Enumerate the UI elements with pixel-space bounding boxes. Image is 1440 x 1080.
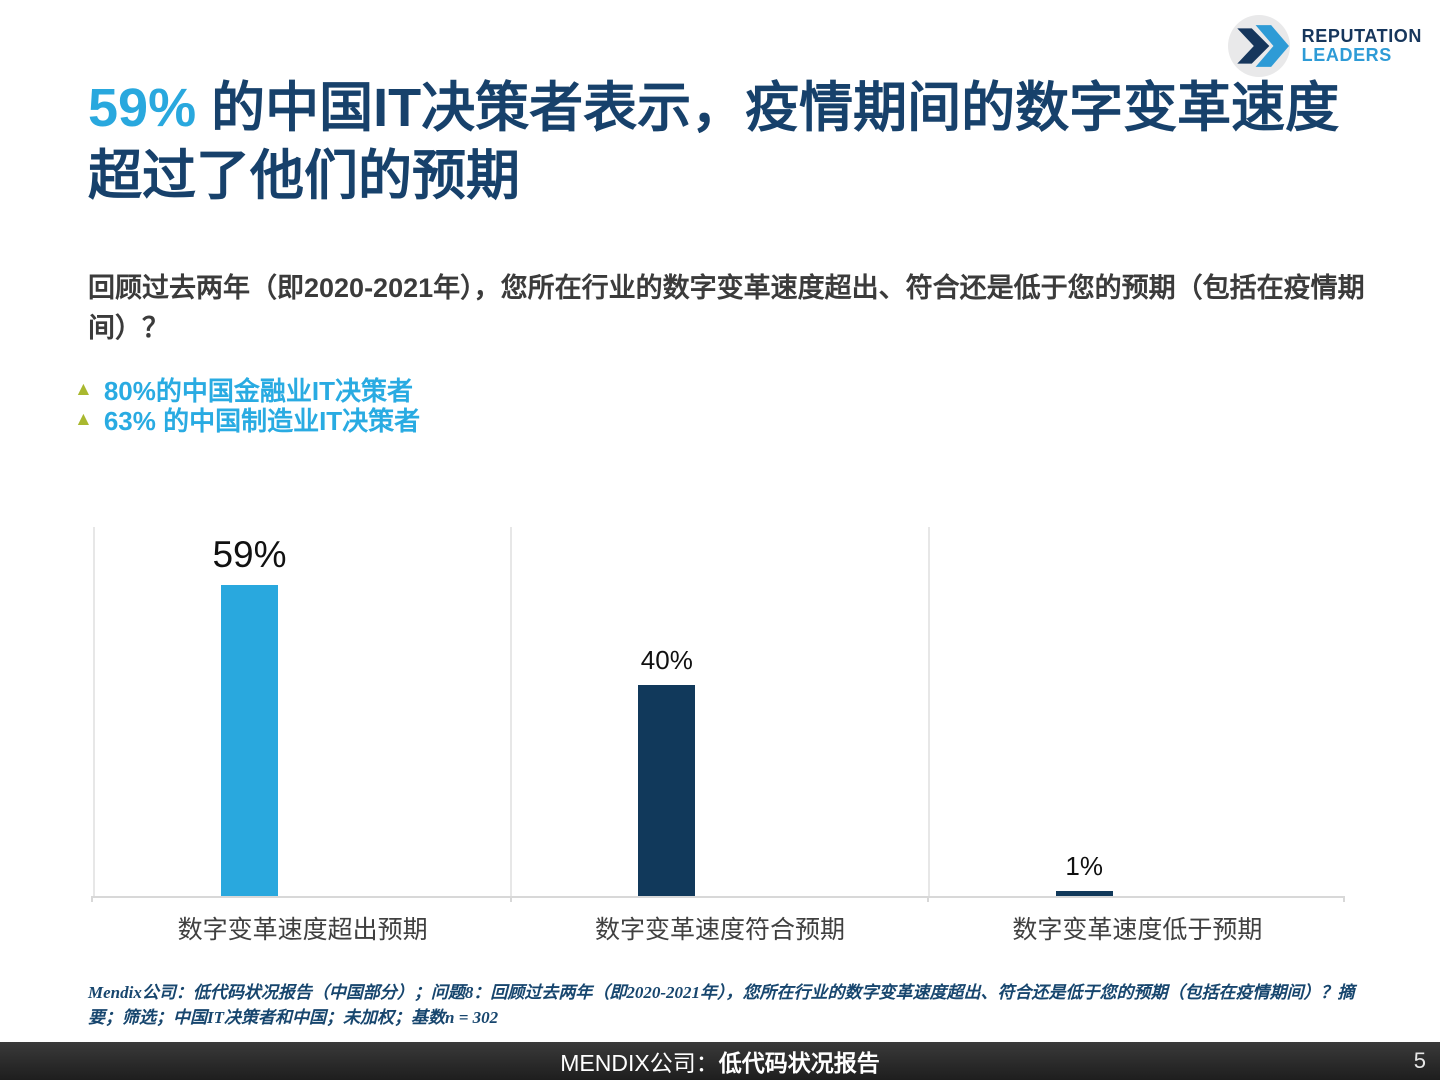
page-title: 59% 的中国IT决策者表示，疫情期间的数字变革速度超过了他们的预期	[88, 74, 1368, 210]
list-item: ▲ 80%的中国金融业IT决策者	[74, 374, 420, 406]
double-chevron-icon	[1227, 15, 1290, 77]
chart-panel: 1% 数字变革速度低于预期	[927, 527, 1345, 944]
logo-text-line1: REPUTATION	[1301, 26, 1422, 46]
footer-bar: MENDIX公司：低代码状况报告 5	[0, 1042, 1440, 1080]
bar-value-label: 59%	[212, 534, 287, 575]
chart-panel: 40% 数字变革速度符合预期	[510, 527, 927, 944]
bar-group: 59%	[170, 534, 330, 896]
category-label: 数字变革速度低于预期	[1012, 916, 1263, 944]
chart-bar	[221, 585, 278, 896]
axis-tick	[509, 896, 512, 902]
footer-title: MENDIX公司：低代码状况报告	[560, 1044, 879, 1078]
category-label: 数字变革速度符合预期	[594, 916, 845, 944]
category-label: 数字变革速度超出预期	[177, 916, 428, 944]
triangle-bullet-icon: ▲	[74, 408, 93, 430]
bar-value-label: 1%	[1065, 851, 1103, 881]
bar-value-label: 40%	[640, 645, 693, 675]
survey-question: 回顾过去两年（即2020-2021年），您所在行业的数字变革速度超出、符合还是低…	[88, 273, 1365, 343]
axis-tick	[1343, 896, 1345, 902]
footer-company: MENDIX公司：	[560, 1050, 719, 1076]
triangle-bullet-icon: ▲	[74, 378, 93, 400]
list-item: ▲ 63% 的中国制造业IT决策者	[74, 404, 420, 436]
axis-tick	[91, 896, 93, 902]
logo-text-line2: LEADERS	[1301, 45, 1392, 65]
chart-panel: 59% 数字变革速度超出预期	[93, 527, 510, 944]
title-text: 的中国IT决策者表示，疫情期间的数字变革速度超过了他们的预期	[88, 78, 1340, 206]
chart-bar	[1055, 891, 1113, 896]
bar-group: 1%	[1004, 851, 1164, 896]
axis-tick	[926, 896, 929, 902]
footer-report-name: 低代码状况报告	[718, 1050, 880, 1076]
title-highlight-percent: 59%	[88, 78, 197, 138]
reputation-leaders-logo: REPUTATION LEADERS	[1227, 15, 1422, 77]
bar-chart: 59% 数字变革速度超出预期 40% 数字变革速度符合预期 1% 数字变革速度低…	[91, 527, 1345, 944]
source-footnote: Mendix公司：低代码状况报告（中国部分）；问题8：回顾过去两年（即2020-…	[88, 983, 1355, 1027]
logo-wordmark: REPUTATION LEADERS	[1302, 27, 1422, 65]
highlight-text: 63% 的中国制造业IT决策者	[103, 405, 421, 436]
page-number: 5	[1413, 1048, 1426, 1073]
highlight-text: 80%的中国金融业IT决策者	[103, 375, 413, 406]
highlight-list: ▲ 80%的中国金融业IT决策者 ▲ 63% 的中国制造业IT决策者	[74, 374, 420, 436]
bar-group: 40%	[587, 645, 747, 896]
chart-bar	[638, 685, 696, 896]
